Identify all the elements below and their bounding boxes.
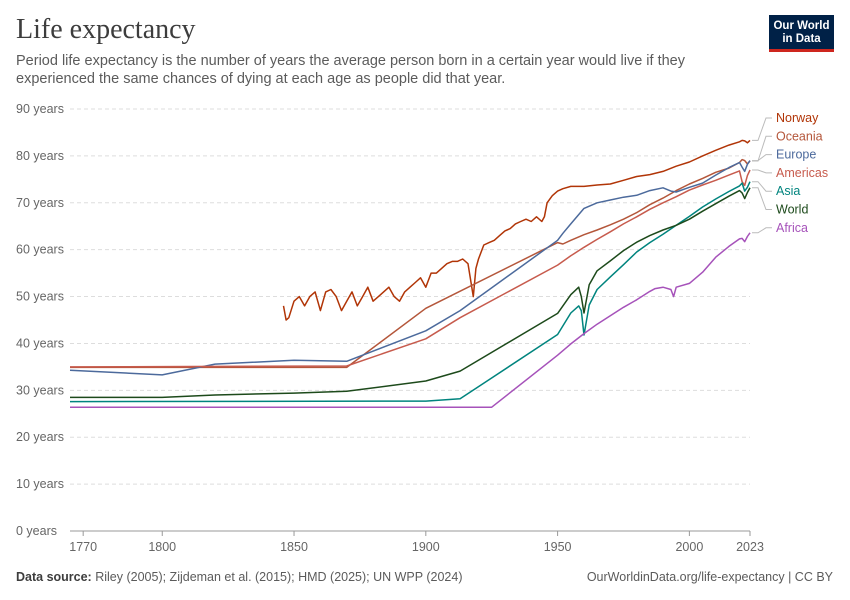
legend-connector [752, 227, 772, 234]
logo-line-2: in Data [782, 33, 821, 45]
y-tick-label: 0 years [16, 524, 57, 538]
legend-connector [752, 169, 772, 174]
series-line-norway [282, 139, 751, 321]
x-tick-label: 2000 [675, 540, 703, 554]
chart-subtitle: Period life expectancy is the number of … [16, 53, 685, 87]
owid-logo[interactable]: Our World in Data [769, 15, 834, 52]
series-line-africa [70, 232, 751, 408]
y-tick-label: 40 years [16, 336, 64, 350]
series-lines [69, 139, 751, 408]
legend-label-world: World [776, 203, 808, 217]
x-axis: 1770 1800 1850 1900 1950 2000 2023 [69, 531, 764, 554]
y-tick-label: 10 years [16, 477, 64, 491]
y-tick-label: 60 years [16, 243, 64, 257]
y-tick-label: 70 years [16, 196, 64, 210]
x-tick-label: 1950 [544, 540, 572, 554]
legend-label-norway: Norway [776, 111, 819, 125]
legend-connector [752, 154, 772, 162]
legend-label-europe: Europe [776, 148, 816, 162]
series-line-asia [69, 181, 751, 403]
legend-label-oceania: Oceania [776, 129, 823, 143]
legend-label-asia: Asia [776, 184, 800, 198]
y-tick-label: 30 years [16, 383, 64, 397]
series-line-world [70, 187, 751, 399]
legend-connector [752, 187, 772, 210]
y-tick-label: 20 years [16, 430, 64, 444]
series-line-europe [69, 160, 751, 376]
data-source: Data source: Riley (2005); Zijdeman et a… [16, 570, 463, 584]
legend-connector [752, 117, 772, 141]
legend: Norway Oceania Europe Americas Asia World Afri… [752, 111, 828, 235]
y-axis: 0 years 10 years 20 years 30 years 40 years 5… [16, 102, 64, 538]
x-tick-label: 1900 [412, 540, 440, 554]
chart-title: Life expectancy [16, 14, 196, 45]
y-tick-label: 50 years [16, 290, 64, 304]
data-source-label: Data source: [16, 570, 92, 584]
data-source-text: Riley (2005); Zijdeman et al. (2015); HM… [95, 570, 463, 584]
x-tick-label: 2023 [736, 540, 764, 554]
legend-connector [752, 181, 772, 192]
y-tick-label: 90 years [16, 102, 64, 116]
series-line-americas [69, 169, 751, 368]
legend-label-africa: Africa [776, 221, 808, 235]
series-line-oceania [70, 158, 751, 369]
logo-line-1: Our World [773, 20, 830, 32]
legend-label-americas: Americas [776, 166, 828, 180]
x-tick-label: 1850 [280, 540, 308, 554]
source-link[interactable]: OurWorldinData.org/life-expectancy | CC … [586, 570, 833, 584]
x-tick-label: 1770 [69, 540, 97, 554]
y-tick-label: 80 years [16, 149, 64, 163]
x-tick-label: 1800 [148, 540, 176, 554]
